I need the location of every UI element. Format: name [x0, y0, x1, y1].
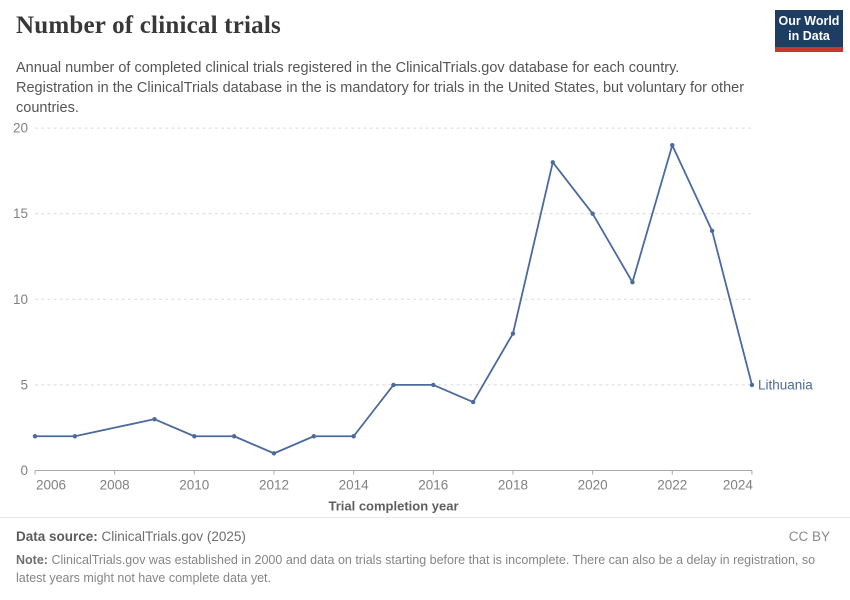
x-axis-title: Trial completion year — [328, 499, 458, 514]
data-point-lithuania-2015 — [391, 382, 396, 388]
data-point-lithuania-2011 — [231, 434, 237, 439]
chart-subtitle: Annual number of completed clinical tria… — [16, 60, 745, 116]
chart-footer: Data source: ClinicalTrials.gov (2025) C… — [0, 517, 850, 585]
data-point-lithuania-2016 — [431, 382, 436, 388]
x-tick-label-2008: 2008 — [100, 478, 130, 493]
series-line-lithuania — [34, 144, 753, 455]
data-point-lithuania-2013 — [311, 434, 317, 439]
x-tick-label-2016: 2016 — [418, 478, 448, 493]
data-source-label: Data source: — [16, 529, 98, 544]
y-tick-label-0: 0 — [20, 463, 28, 478]
page-title: Number of clinical trials — [16, 12, 281, 39]
data-point-lithuania-2006 — [32, 434, 38, 439]
x-tick-label-2012: 2012 — [259, 478, 289, 493]
data-point-lithuania-2009 — [152, 416, 157, 422]
x-tick-label-2010: 2010 — [179, 478, 209, 493]
x-tick-label-2024: 2024 — [723, 478, 754, 493]
data-point-lithuania-2023 — [709, 228, 715, 234]
x-tick-label-2022: 2022 — [657, 478, 687, 493]
owid-logo-line1: Our World — [778, 13, 840, 28]
data-point-lithuania-2019 — [550, 160, 555, 165]
line-chart: 0 5 10 15 20 2006 2008 2010 2012 2014 2016 2018 2020… — [13, 121, 813, 514]
x-tick-label-2014: 2014 — [339, 478, 370, 493]
x-tick-label-2006: 2006 — [36, 478, 66, 493]
data-point-lithuania-2020 — [590, 211, 595, 216]
data-point-lithuania-2024 — [749, 382, 755, 388]
data-point-lithuania-2014 — [351, 434, 356, 439]
y-tick-label-15: 15 — [13, 206, 28, 221]
owid-logo-line2: in Data — [788, 28, 830, 43]
data-point-lithuania-2017 — [470, 399, 476, 405]
data-point-lithuania-2022 — [670, 143, 675, 148]
data-point-lithuania-2007 — [72, 434, 78, 439]
data-source: Data source: ClinicalTrials.gov (2025) — [16, 529, 246, 544]
license-link[interactable]: CC BY — [788, 529, 830, 544]
chart-note-text: ClinicalTrials.gov was established in 20… — [16, 553, 816, 586]
data-point-lithuania-2018 — [510, 331, 516, 336]
chart-note-label: Note: — [16, 553, 48, 567]
chart-note: Note: ClinicalTrials.gov was established… — [16, 551, 834, 587]
y-tick-label-5: 5 — [20, 377, 28, 392]
data-point-lithuania-2021 — [630, 279, 635, 285]
y-tick-label-20: 20 — [13, 121, 28, 136]
owid-logo[interactable]: Our World in Data — [775, 10, 843, 52]
x-tick-label-2020: 2020 — [578, 478, 608, 493]
y-tick-label-10: 10 — [13, 292, 28, 307]
data-source-link[interactable]: ClinicalTrials.gov (2025) — [101, 529, 246, 544]
data-point-lithuania-2012 — [271, 451, 277, 456]
source-row: Data source: ClinicalTrials.gov (2025) C… — [16, 529, 830, 544]
data-point-lithuania-2010 — [192, 434, 197, 439]
series-end-label-lithuania: Lithuania — [758, 377, 813, 392]
x-tick-label-2018: 2018 — [498, 478, 528, 493]
